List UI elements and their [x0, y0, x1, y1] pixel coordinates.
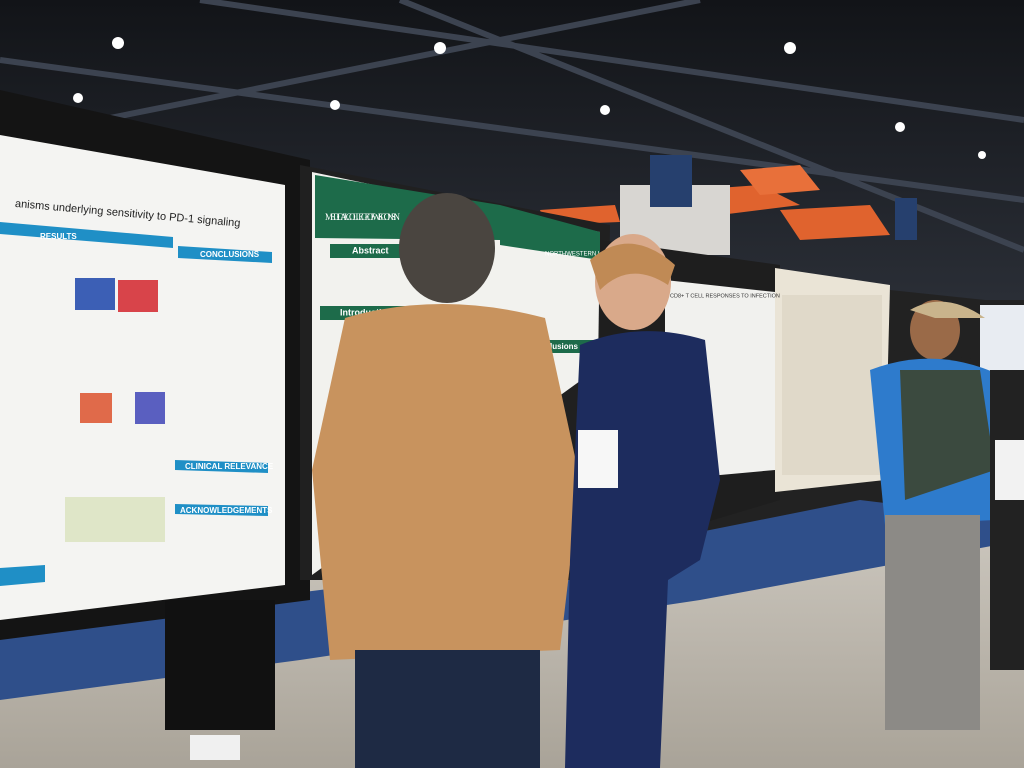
background-shape	[0, 0, 1024, 253]
background-shape	[650, 155, 692, 207]
person-far-right-shape	[990, 370, 1024, 670]
poster-board-left-shape	[0, 565, 45, 586]
person-blue-jacket-shape	[910, 301, 985, 318]
background-shape	[434, 42, 446, 54]
poster-board-left-shape	[135, 392, 165, 424]
person-legs-left-shape	[165, 600, 275, 730]
poster-board-right-shape	[782, 295, 882, 475]
person-tan-jacket-shape	[312, 304, 580, 660]
poster-board-left-shape	[178, 246, 272, 263]
person-tan-jacket-shape	[399, 193, 495, 303]
poster-board-right-shape	[980, 305, 1024, 375]
background-shape	[600, 105, 610, 115]
background-shape	[330, 100, 340, 110]
person-navy-suit	[565, 234, 720, 768]
poster-text: ACKNOWLEDGEMENTS	[180, 506, 273, 515]
poster-text: NORTHWESTERN UNIVERSITY	[545, 252, 634, 258]
person-tan-jacket	[312, 193, 580, 768]
background-shape	[112, 37, 124, 49]
poster-board-left-shape	[175, 504, 268, 516]
background-shape	[740, 165, 820, 195]
poster-board-left-shape	[80, 393, 112, 423]
person-blue-jacket-shape	[900, 370, 995, 500]
person-far-right	[990, 370, 1024, 670]
background-shape	[784, 42, 796, 54]
person-blue-jacket-shape	[885, 515, 980, 730]
poster-board-left: anisms underlying sensitivity to PD-1 si…	[0, 90, 310, 640]
poster-text: CD8+ T CELL RESPONSES TO INFECTION	[670, 293, 780, 299]
person-navy-suit-shape	[590, 243, 675, 290]
person-legs-left	[165, 600, 275, 760]
poster-text: CLINICAL RELEVANCE	[185, 462, 274, 471]
person-legs-left-shape	[190, 735, 240, 760]
poster-text: Conclusions	[530, 342, 579, 351]
poster-text: CONCLUSIONS	[200, 250, 260, 259]
poster-text: Abstract	[352, 245, 389, 255]
poster-text: MEDICAL COLLEGE OF WISCONSIN	[325, 212, 401, 222]
background-shape	[895, 122, 905, 132]
poster-text: Introduction	[340, 307, 393, 317]
person-navy-suit-shape	[578, 430, 618, 488]
poster-board-middle-shape	[500, 205, 600, 260]
person-far-right-shape	[995, 440, 1024, 500]
background-shape	[780, 205, 890, 240]
poster-text: RESULTS	[40, 232, 77, 241]
background-shape	[978, 151, 986, 159]
poster-board-left-shape	[175, 460, 268, 473]
poster-board-middle-shape	[330, 244, 422, 258]
poster-board-left-shape	[65, 497, 165, 542]
poster-board-left-shape	[75, 278, 115, 310]
poster-board-left-shape	[0, 222, 173, 248]
person-tan-jacket-shape	[355, 650, 540, 768]
background-shape	[73, 93, 83, 103]
background-shape	[895, 198, 917, 240]
person-blue-jacket	[870, 300, 1000, 730]
poster-board-left-shape	[118, 280, 158, 312]
